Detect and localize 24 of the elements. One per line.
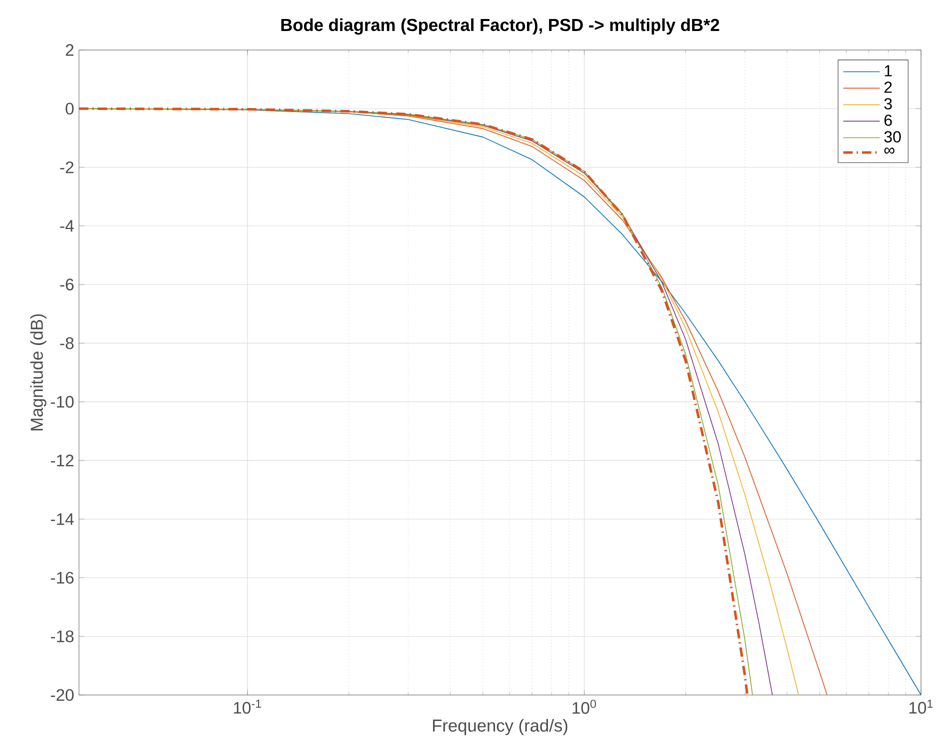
y-tick-label: -4 (60, 220, 74, 232)
y-tick-label: -18 (50, 630, 74, 642)
y-tick-label: 2 (66, 44, 74, 56)
legend-label: 1 (884, 65, 892, 76)
x-axis-title: Frequency (rad/s) (433, 718, 568, 736)
y-tick-label: -16 (50, 572, 74, 584)
chart-title: Bode diagram (Spectral Factor), PSD -> multiply dB*2 (281, 18, 720, 35)
legend-label: 3 (884, 98, 892, 110)
y-tick-label: 0 (66, 102, 74, 115)
legend-label: 2 (884, 82, 892, 93)
y-tick-label: -2 (60, 161, 74, 174)
x-tick-label: 10$^{1}$ (909, 700, 933, 714)
x-tick-label: 10$^{0}$ (572, 700, 596, 714)
legend-label: 30 (884, 131, 901, 142)
y-tick-label: -14 (50, 513, 74, 525)
legend-label: 6 (884, 114, 892, 126)
y-tick-label: -20 (50, 689, 74, 701)
y-tick-label: -10 (50, 396, 74, 408)
y-tick-label: -12 (50, 454, 74, 466)
y-axis-title: Magnitude (dB) (30, 314, 46, 430)
legend-label: ∞ (884, 148, 894, 154)
x-tick-label: 10$^{-1}$ (234, 700, 262, 714)
y-tick-label: -8 (60, 337, 74, 350)
y-tick-label: -6 (60, 278, 74, 290)
